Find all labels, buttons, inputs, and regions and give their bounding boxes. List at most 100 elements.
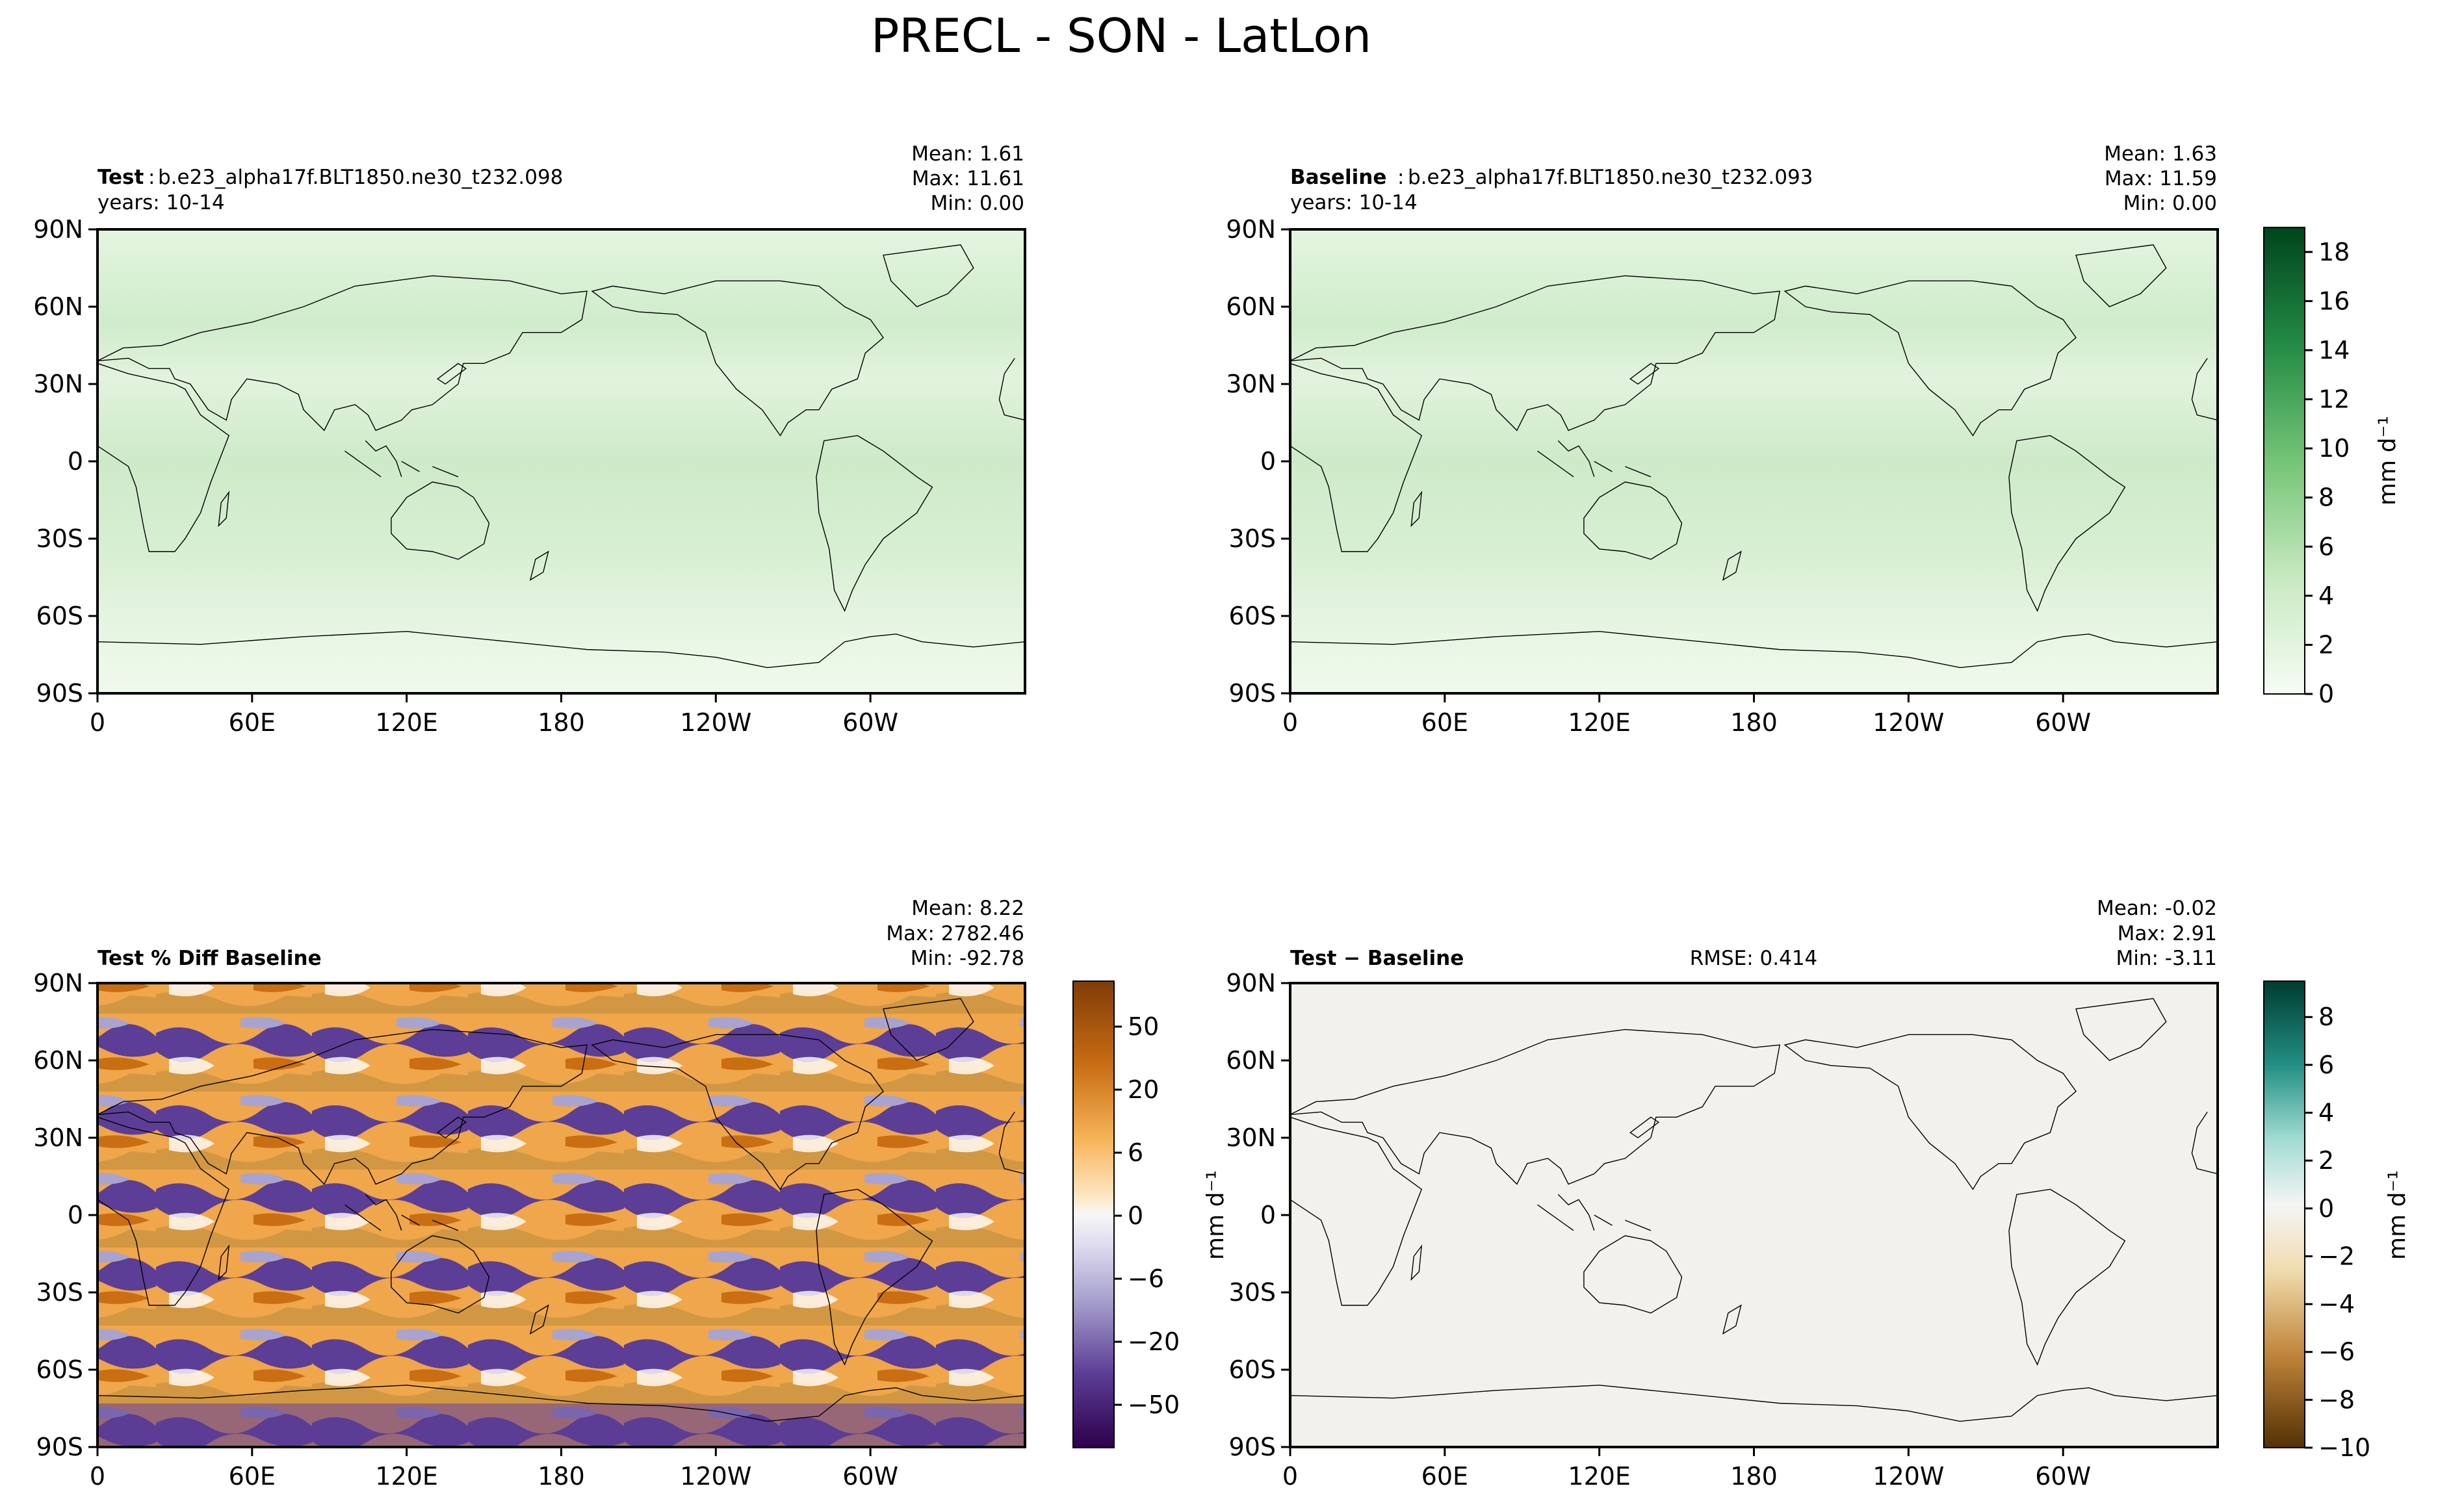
baseline-mean: Mean: 1.63 [2104,142,2217,166]
pct-colorbar-unit: mm d⁻¹ [1202,1170,1229,1260]
lon-tick-label: 60W [842,708,898,737]
precip-colorbar-fill [2263,227,2305,695]
colorbar-tick-label: 6 [2318,1051,2334,1079]
lon-tick-label: 60W [2035,708,2091,737]
pctdiff-mean: Mean: 8.22 [911,897,1024,920]
diff-max: Max: 2.91 [2118,922,2217,945]
baseline-case: b.e23_alpha17f.BLT1850.ne30_t232.093 [1408,166,1813,189]
pct-colorbar-ticks: 50 20 6 0 −6 −20 −50 [1114,1012,1180,1419]
diff-colorbar-unit: mm d⁻¹ [2384,1170,2411,1260]
diff-colorbar: 8 6 4 2 0 −2 −4 −6 −8 −10 mm d⁻¹ [2263,980,2411,1462]
test-field [97,229,1025,693]
lat-tick-label: 30S [36,1278,83,1307]
pctdiff-lat-axis: 90N 60N 30N 0 30S 60S 90S [33,969,97,1461]
lat-tick-label: 90S [1229,1433,1276,1461]
lat-tick-label: 30S [1229,1278,1276,1307]
lon-tick-label: 120W [1873,1462,1944,1491]
lat-tick-label: 30N [33,1123,83,1152]
diff-colorbar-fill [2263,980,2305,1448]
colorbar-tick-label: 14 [2318,336,2350,365]
colorbar-tick-label: 2 [2318,630,2334,659]
colorbar-tick-label: −10 [2318,1433,2370,1462]
colorbar-tick-label: 0 [1128,1201,1143,1230]
lon-tick-label: 60E [229,1462,276,1491]
colorbar-tick-label: 6 [1128,1138,1143,1167]
diff-min: Min: -3.11 [2116,947,2217,970]
lat-tick-label: 0 [68,1201,83,1229]
colorbar-tick-label: −50 [1128,1390,1180,1419]
diff-lon-axis: 0 60E 120E 180 120W 60W [1282,1447,2091,1491]
lon-tick-label: 180 [538,708,585,737]
lat-tick-label: 60S [1229,1355,1276,1384]
diff-label: Test − Baseline [1290,947,1464,970]
panel-baseline: Baseline : b.e23_alpha17f.BLT1850.ne30_t… [1226,142,2218,737]
lat-tick-label: 0 [1260,447,1276,476]
figure-title: PRECL - SON - LatLon [871,8,1371,63]
colorbar-tick-label: −6 [2318,1338,2355,1366]
lon-tick-label: 120E [375,708,438,737]
pctdiff-lon-axis: 0 60E 120E 180 120W 60W [90,1447,898,1491]
lat-tick-label: 30S [1229,524,1276,553]
test-case: b.e23_alpha17f.BLT1850.ne30_t232.098 [158,166,563,189]
lon-tick-label: 120E [375,1462,438,1491]
lat-tick-label: 90N [33,215,83,244]
test-mean: Mean: 1.61 [911,142,1024,166]
lat-tick-label: 90N [1226,215,1276,244]
colorbar-tick-label: 0 [2318,680,2334,708]
baseline-lat-axis: 90N 60N 30N 0 30S 60S 90S [1226,215,1290,708]
lat-tick-label: 90S [36,679,83,708]
baseline-field [1290,229,2218,693]
precip-colorbar-unit: mm d⁻¹ [2374,416,2401,506]
precip-colorbar-ticks: 0 2 4 6 8 10 12 14 16 18 [2305,238,2350,708]
test-colon: : [148,166,155,189]
colorbar-tick-label: 4 [2318,1099,2334,1127]
test-years: years: 10-14 [97,191,225,214]
lon-tick-label: 0 [1282,1462,1298,1491]
colorbar-tick-label: 0 [2318,1194,2334,1223]
lon-tick-label: 120W [1873,708,1944,737]
colorbar-tick-label: −20 [1128,1327,1180,1356]
baseline-years: years: 10-14 [1290,191,1418,214]
lat-tick-label: 90N [33,969,83,997]
baseline-label: Baseline [1290,166,1386,189]
colorbar-tick-label: −8 [2318,1385,2355,1414]
pctdiff-max: Max: 2782.46 [886,922,1024,945]
lon-tick-label: 0 [90,708,105,737]
colorbar-tick-label: −2 [2318,1242,2355,1270]
colorbar-tick-label: 2 [2318,1146,2334,1175]
diff-lat-axis: 90N 60N 30N 0 30S 60S 90S [1226,969,1290,1461]
lat-tick-label: 60N [1226,1046,1276,1075]
lon-tick-label: 0 [90,1462,105,1491]
lat-tick-label: 0 [1260,1201,1276,1229]
lat-tick-label: 60S [36,1355,83,1384]
test-lon-axis: 0 60E 120E 180 120W 60W [90,693,898,737]
colorbar-tick-label: 8 [2318,483,2334,512]
lon-tick-label: 120E [1568,1462,1631,1491]
baseline-colon: : [1397,166,1404,189]
lat-tick-label: 60S [1229,602,1276,630]
diff-mean: Mean: -0.02 [2097,897,2217,920]
panel-diff: Test − Baseline RMSE: 0.414 Mean: -0.02 … [1226,897,2218,1491]
colorbar-tick-label: 12 [2318,385,2350,414]
colorbar-tick-label: 8 [2318,1003,2334,1031]
colorbar-tick-label: −4 [2318,1290,2355,1318]
colorbar-tick-label: 20 [1128,1075,1159,1104]
lon-tick-label: 60W [842,1462,898,1491]
pct-colorbar: 50 20 6 0 −6 −20 −50 mm d⁻¹ [1072,980,1229,1448]
lat-tick-label: 60N [33,292,83,321]
test-max: Max: 11.61 [912,167,1024,190]
colorbar-tick-label: 4 [2318,582,2334,610]
lon-tick-label: 60E [229,708,276,737]
colorbar-tick-label: 6 [2318,532,2334,561]
lon-tick-label: 120W [680,708,751,737]
precip-colorbar: 0 2 4 6 8 10 12 14 16 18 mm d⁻¹ [2263,227,2401,708]
lon-tick-label: 180 [1730,1462,1778,1491]
lat-tick-label: 30N [1226,370,1276,398]
test-label: Test [97,166,144,189]
pctdiff-min: Min: -92.78 [911,947,1024,970]
pctdiff-label: Test % Diff Baseline [97,947,322,970]
test-min: Min: 0.00 [931,192,1024,215]
diff-rmse: RMSE: 0.414 [1690,947,1818,970]
diff-colorbar-ticks: 8 6 4 2 0 −2 −4 −6 −8 −10 [2305,1003,2370,1462]
